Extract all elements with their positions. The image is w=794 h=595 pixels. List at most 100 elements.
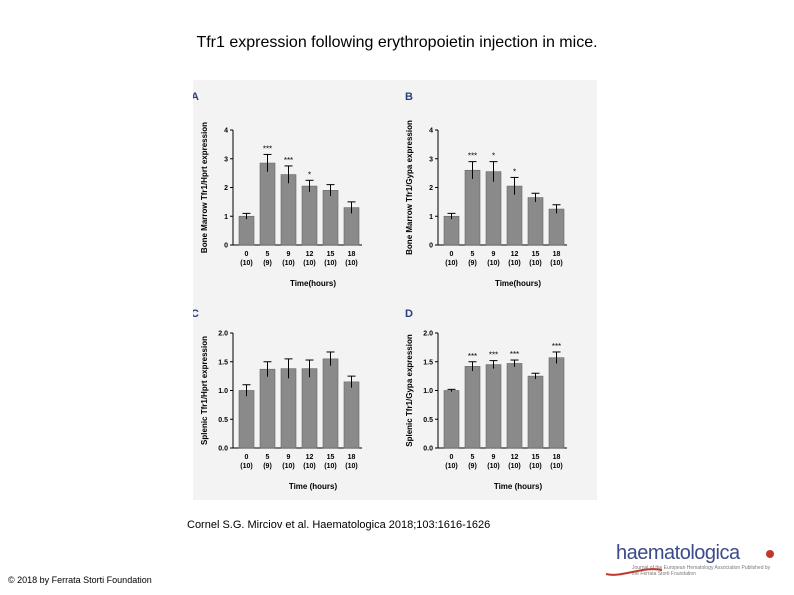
panel-b-n-label: (10)	[529, 260, 541, 267]
panel-a-x-tick-label: 5	[266, 251, 270, 258]
panel-d-n-label: (10)	[508, 463, 520, 470]
panel-d-x-axis-label: Time (hours)	[494, 482, 543, 491]
panel-d-y-axis-label: Splenic Tfr1/Gypa expression	[405, 334, 414, 447]
panel-d-bar	[443, 390, 460, 449]
panel-b-bar	[464, 169, 481, 246]
panel-a-bar	[238, 215, 255, 246]
panel-a-bar	[301, 185, 318, 246]
logo-wordmark: haematologica	[616, 542, 740, 564]
panel-d-y-tick-label: 1.0	[423, 388, 433, 395]
panel-c-n-label: (10)	[345, 463, 357, 470]
panel-d-n-label: (10)	[529, 463, 541, 470]
panel-a-n-label: (10)	[240, 260, 252, 267]
panel-c-x-tick-label: 0	[245, 454, 249, 461]
panel-d-x-tick-label: 5	[471, 454, 475, 461]
panel-d-significance: ***	[552, 342, 561, 351]
panel-a-bar	[280, 174, 297, 246]
panel-d-y-tick-label: 0.0	[423, 446, 433, 453]
panel-c-n-label: (9)	[263, 463, 272, 470]
panel-a-y-tick-label: 4	[224, 128, 228, 135]
panel-b-x-tick-label: 9	[492, 251, 496, 258]
panel-a-significance: *	[308, 170, 311, 179]
panel-b-significance: ***	[468, 152, 477, 161]
panel-c-n-label: (10)	[282, 463, 294, 470]
panel-b-x-tick-label: 18	[553, 251, 561, 258]
panel-c-y-axis-label: Splenic Tfr1/Hprt expression	[200, 336, 209, 445]
panel-b-n-label: (10)	[550, 260, 562, 267]
panel-a-y-axis-label: Bone Marrow Tfr1/Hprt expression	[200, 122, 209, 253]
panel-d-bar	[464, 366, 481, 449]
panel-d-bar	[527, 375, 544, 449]
panel-a-n-label: (10)	[303, 260, 315, 267]
panel-a-x-axis-label: Time(hours)	[290, 279, 336, 288]
panel-a-x-tick-label: 18	[348, 251, 356, 258]
panel-c-n-label: (10)	[324, 463, 336, 470]
panel-d-x-tick-label: 9	[492, 454, 496, 461]
journal-logo: haematologica Journal of the European He…	[602, 540, 782, 580]
panel-d-bar	[485, 364, 502, 449]
panel-c-letter: C	[193, 308, 199, 320]
panel-c-y-tick-label: 2.0	[218, 331, 228, 338]
panel-a-n-label: (9)	[263, 260, 272, 267]
copyright-notice: © 2018 by Ferrata Storti Foundation	[8, 575, 152, 585]
panel-d-significance: ***	[489, 351, 498, 360]
panel-d-x-tick-label: 18	[553, 454, 561, 461]
panel-d-y-tick-label: 0.5	[423, 417, 433, 424]
panel-a-x-tick-label: 15	[327, 251, 335, 258]
panel-c-n-label: (10)	[303, 463, 315, 470]
panel-a-x-tick-label: 0	[245, 251, 249, 258]
panel-b-x-tick-label: 0	[450, 251, 454, 258]
panel-a-y-tick-label: 1	[224, 214, 228, 221]
panel-d-x-tick-label: 0	[450, 454, 454, 461]
panel-c-x-axis-label: Time (hours)	[289, 482, 338, 491]
panel-d-bar	[506, 363, 523, 449]
panel-c-bar	[322, 358, 339, 449]
panel-b-n-label: (10)	[508, 260, 520, 267]
panel-a-n-label: (10)	[282, 260, 294, 267]
panel-b-bar	[548, 208, 565, 246]
panel-b-y-axis-label: Bone Marrow Tfr1/Gypa expression	[405, 120, 414, 255]
panel-a-letter: A	[193, 91, 199, 103]
panel-b-y-tick-label: 4	[429, 128, 433, 135]
panel-c-y-tick-label: 0.5	[218, 417, 228, 424]
panel-b-x-tick-label: 15	[532, 251, 540, 258]
panel-b-letter: B	[405, 91, 413, 103]
panel-b-significance: *	[513, 167, 516, 176]
panel-c-y-tick-label: 1.5	[218, 359, 228, 366]
slide-title: Tfr1 expression following erythropoietin…	[196, 34, 598, 51]
panel-b-y-tick-label: 0	[429, 243, 433, 250]
panel-d-significance: ***	[510, 350, 519, 359]
citation: Cornel S.G. Mirciov et al. Haematologica…	[187, 519, 491, 531]
panel-b-n-label: (10)	[487, 260, 499, 267]
panel-b-bar	[527, 197, 544, 246]
panel-a-significance: ***	[284, 156, 293, 165]
logo-subtitle: Journal of the European Hematology Assoc…	[632, 565, 771, 577]
panel-d-y-tick-label: 2.0	[423, 331, 433, 338]
panel-a-x-tick-label: 12	[306, 251, 314, 258]
panel-c-x-tick-label: 18	[348, 454, 356, 461]
panel-b-bar	[506, 185, 523, 246]
panel-c-bar	[238, 390, 255, 449]
panel-d-significance: ***	[468, 352, 477, 361]
panel-d-bar	[548, 357, 565, 449]
panel-c-bar	[301, 368, 318, 449]
panel-d-letter: D	[405, 308, 413, 320]
panel-c-x-tick-label: 9	[287, 454, 291, 461]
panel-d-n-label: (10)	[487, 463, 499, 470]
panel-b-x-tick-label: 12	[511, 251, 519, 258]
panel-c-bar	[259, 368, 276, 449]
panel-b-y-tick-label: 1	[429, 214, 433, 221]
panel-a-x-tick-label: 9	[287, 251, 291, 258]
panel-a-y-tick-label: 3	[224, 156, 228, 163]
panel-b-x-axis-label: Time(hours)	[495, 279, 541, 288]
panel-d-n-label: (10)	[550, 463, 562, 470]
panel-b-y-tick-label: 3	[429, 156, 433, 163]
panel-c-bar	[343, 381, 360, 449]
panel-b-bar	[443, 215, 460, 246]
panel-c-y-tick-label: 1.0	[218, 388, 228, 395]
panel-a-n-label: (10)	[324, 260, 336, 267]
panel-a-y-tick-label: 2	[224, 185, 228, 192]
panel-b-n-label: (9)	[468, 260, 477, 267]
panel-a-y-tick-label: 0	[224, 243, 228, 250]
